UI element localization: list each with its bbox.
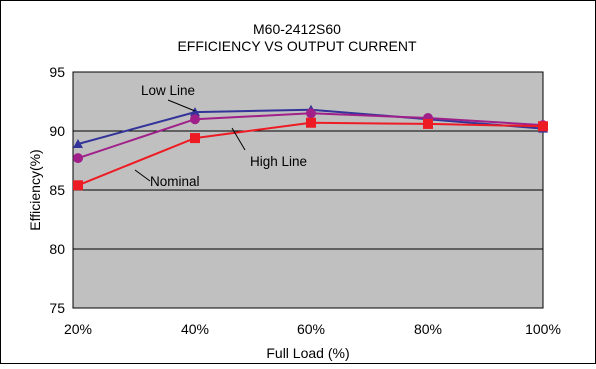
- data-point-square: [423, 118, 433, 129]
- data-point-square: [538, 121, 548, 132]
- y-tick-labels: 75 80 85 90 95: [49, 64, 65, 316]
- data-point-square: [190, 133, 200, 144]
- series-lines: [73, 104, 548, 191]
- chart-subtitle: EFFICIENCY VS OUTPUT CURRENT: [177, 38, 417, 54]
- y-tick-label: 90: [49, 123, 65, 139]
- y-tick-label: 80: [49, 241, 65, 257]
- data-point-circle: [190, 114, 200, 125]
- chart-title: M60-2412S60: [253, 21, 341, 37]
- y-tick-label: 85: [49, 182, 65, 198]
- y-axis-label: Efficiency(%): [27, 149, 43, 230]
- data-point-circle: [73, 153, 83, 164]
- series-nominal: [73, 117, 548, 191]
- series-labels: Low Line High Line Nominal: [134, 83, 307, 189]
- series-label: Low Line: [141, 83, 195, 98]
- grid-lines: [73, 130, 543, 250]
- x-tick-labels: 20% 40% 60% 80% 100%: [64, 321, 561, 337]
- series-label-leader: [167, 99, 196, 112]
- data-point-square: [306, 117, 316, 128]
- series-label-leader: [231, 127, 246, 151]
- data-point-square: [73, 180, 83, 191]
- x-tick-label: 80%: [414, 321, 442, 337]
- series-label: Nominal: [150, 174, 200, 189]
- y-tick-label: 95: [49, 64, 65, 80]
- data-point-triangle: [190, 107, 200, 117]
- series-label-leader: [134, 169, 151, 182]
- series-high-line: [73, 108, 548, 164]
- x-tick-label: 20%: [64, 321, 92, 337]
- x-axis-label: Full Load (%): [266, 345, 349, 361]
- x-tick-label: 60%: [297, 321, 325, 337]
- series-label: High Line: [250, 154, 307, 169]
- y-tick-label: 75: [49, 300, 65, 316]
- x-tick-label: 40%: [181, 321, 209, 337]
- data-point-triangle: [73, 138, 83, 148]
- data-point-circle: [306, 108, 316, 119]
- x-tick-label: 100%: [525, 321, 561, 337]
